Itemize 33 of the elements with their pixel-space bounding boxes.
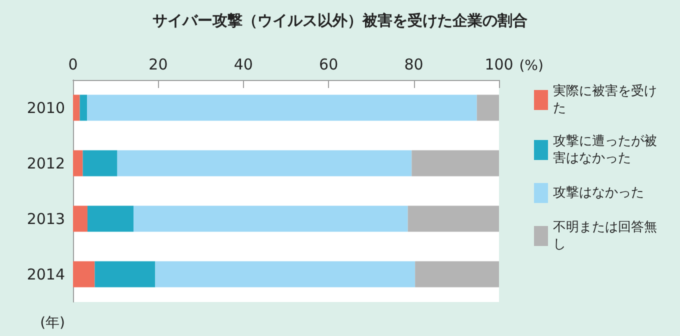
y-tick-label: 2010 — [26, 98, 65, 117]
bar — [73, 150, 83, 176]
legend-label: 攻撃はなかった — [553, 186, 644, 200]
legend-label: 不明または回答無し — [553, 220, 657, 252]
x-tick-label: 100 — [484, 56, 514, 74]
bar — [415, 261, 499, 288]
bar — [94, 261, 156, 288]
y-tick-label: 2013 — [26, 210, 65, 228]
legend-label: 攻撃に遭ったが被害はなかった — [553, 134, 657, 166]
legend-label: 実際に被害を受けた — [553, 83, 657, 116]
bar — [80, 94, 88, 121]
x-tick-label: 60 — [319, 56, 338, 74]
y-axis-title: (年) — [40, 315, 65, 331]
x-tick-label: 80 — [404, 56, 424, 74]
bar — [73, 94, 80, 121]
x-tick-label: 20 — [148, 56, 168, 74]
bar — [476, 94, 499, 121]
bar — [82, 150, 118, 176]
bar — [408, 206, 499, 232]
x-tick-label: 40 — [234, 56, 253, 74]
y-tick-label: 2012 — [26, 154, 65, 172]
x-axis-title: (%) — [519, 58, 544, 74]
bar — [73, 261, 95, 288]
bar — [117, 150, 412, 176]
bar — [87, 94, 477, 121]
bar — [133, 206, 408, 232]
bar — [87, 206, 134, 232]
bar — [155, 261, 416, 288]
chart-title: サイバー攻撃（ウイルス以外）被害を受けた企業の割合 — [152, 12, 528, 30]
bar — [412, 150, 499, 176]
x-tick-label: 0 — [68, 56, 78, 74]
bar — [73, 206, 88, 232]
y-tick-label: 2014 — [26, 265, 65, 284]
